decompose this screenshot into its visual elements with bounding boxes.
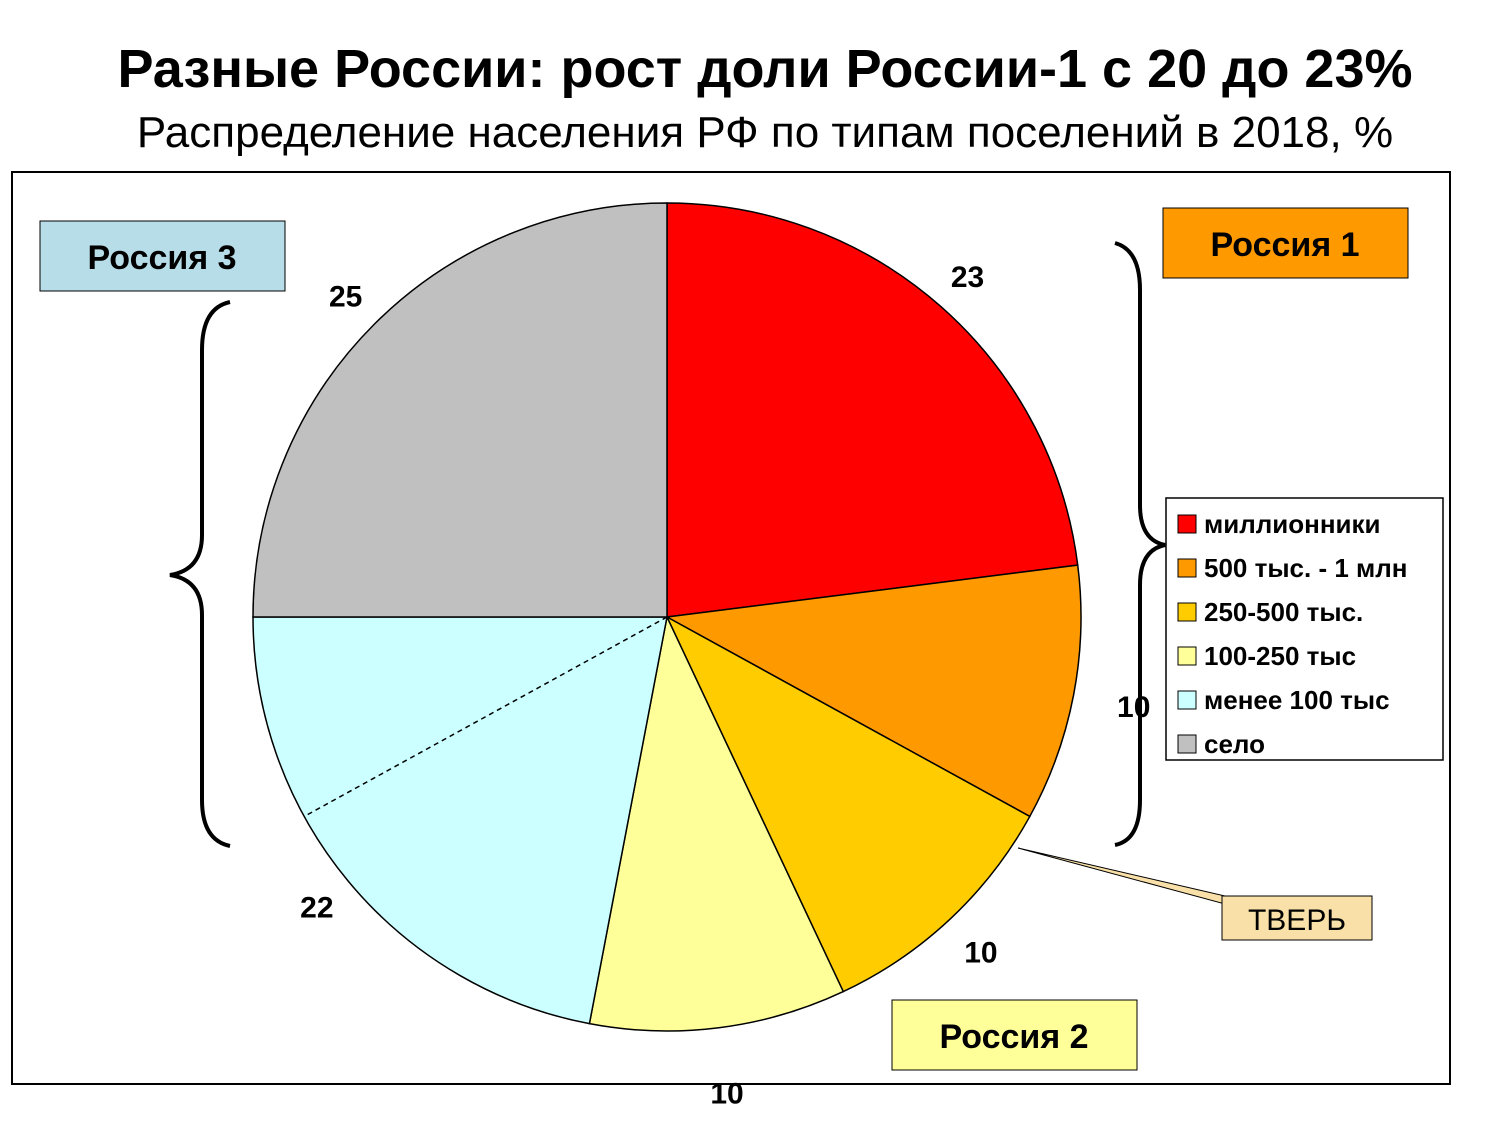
chart-subtitle: Распределение населения РФ по типам посе… [136, 108, 1394, 157]
value-labels: 23 10 10 10 22 25 [300, 261, 1150, 1110]
tver-callout-box [1221, 895, 1373, 941]
value-label-0: 23 [951, 261, 984, 294]
slice-split-dashed-line [303, 616, 668, 818]
russia-3-label: Россия 3 [87, 239, 236, 277]
russia-1-box [1162, 207, 1409, 279]
legend-swatch-0 [1177, 514, 1197, 534]
pie-slice-0 [666, 202, 1079, 618]
bracket-russia-1 [1114, 241, 1166, 847]
pie-slice-2 [665, 615, 1031, 993]
legend [1165, 497, 1444, 761]
russia-3-box [39, 220, 286, 292]
pie-slice-4 [252, 616, 668, 1025]
legend-swatch-1 [1177, 558, 1197, 578]
chart-title: Разные России: рост доли России-1 с 20 д… [117, 39, 1413, 99]
legend-label-2: 250-500 тыс. [1204, 597, 1363, 627]
legend-swatch-3 [1177, 646, 1197, 666]
value-label-4: 22 [300, 892, 333, 925]
legend-label-3: 100-250 тыс [1204, 641, 1356, 671]
legend-swatch-5 [1177, 734, 1197, 754]
value-label-3: 10 [710, 1077, 743, 1110]
legend-label-1: 500 тыс. - 1 млн [1204, 553, 1407, 583]
value-label-1: 10 [1117, 691, 1150, 724]
legend-label-5: село [1204, 729, 1265, 759]
russia-2-label: Россия 2 [939, 1018, 1088, 1056]
legend-label-0: миллионники [1204, 509, 1381, 539]
value-label-5: 25 [329, 281, 362, 314]
bracket-russia-3 [169, 300, 231, 848]
pie-slice-3 [588, 614, 845, 1032]
pie-slice-5 [252, 202, 668, 618]
legend-items: миллионники 500 тыс. - 1 млн 250-500 тыс. 1… [1177, 509, 1407, 759]
value-label-2: 10 [964, 936, 997, 969]
legend-swatch-2 [1177, 602, 1197, 622]
legend-label-4: менее 100 тыс [1204, 685, 1390, 715]
pie-slices [252, 202, 1082, 1032]
russia-1-label: Россия 1 [1210, 226, 1359, 264]
russia-2-box [891, 999, 1138, 1071]
legend-swatch-4 [1177, 690, 1197, 710]
pie-slice-1 [664, 564, 1082, 818]
tver-callout-label: ТВЕРЬ [1248, 904, 1346, 937]
